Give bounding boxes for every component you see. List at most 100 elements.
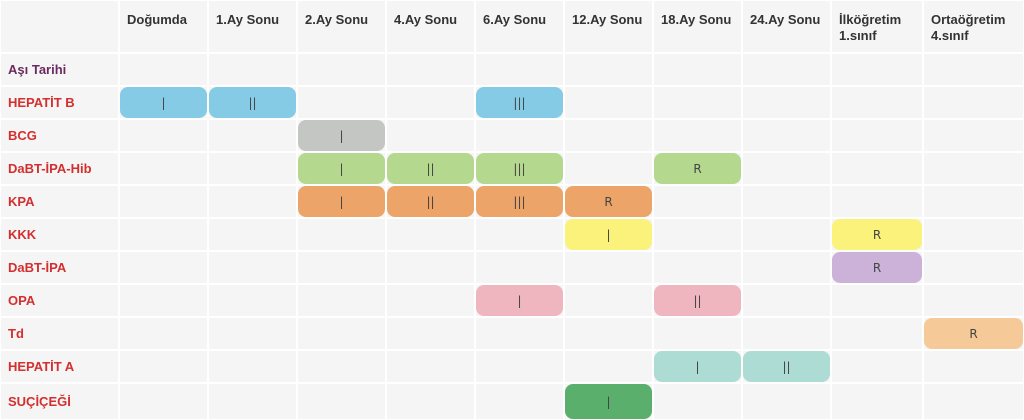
grid-cell (298, 252, 385, 283)
grid-cell (743, 384, 830, 419)
grid-cell (565, 252, 652, 283)
header-cell (743, 1, 830, 52)
grid-cell (565, 153, 652, 184)
dose-pill: R (832, 252, 922, 283)
grid-cell (832, 54, 922, 85)
dose-pill: | (298, 153, 385, 184)
header-cell (1, 1, 118, 52)
dose-pill: ||| (476, 186, 563, 217)
vaccine-name: HEPATİT A (8, 359, 75, 374)
grid-cell (743, 219, 830, 250)
grid-cell (565, 120, 652, 151)
grid-cell (298, 384, 385, 419)
vaccine-name: KPA (8, 194, 35, 209)
grid-cell (387, 252, 474, 283)
grid-cell (120, 285, 207, 316)
grid-cell (924, 384, 1023, 419)
dose-pill: || (209, 87, 296, 118)
grid-cell (565, 87, 652, 118)
grid-cell (298, 318, 385, 349)
grid-cell (120, 186, 207, 217)
grid-cell (565, 351, 652, 382)
grid-cell (387, 120, 474, 151)
grid-cell (1, 87, 118, 118)
grid-cell (924, 153, 1023, 184)
dose-pill: ||| (476, 153, 563, 184)
grid-cell (387, 54, 474, 85)
grid-cell (924, 219, 1023, 250)
header-cell (209, 1, 296, 52)
dose-pill: || (387, 153, 474, 184)
grid-cell (476, 219, 563, 250)
grid-cell (832, 285, 922, 316)
grid-cell (743, 120, 830, 151)
vaccine-name: OPA (8, 293, 36, 308)
grid-cell (298, 285, 385, 316)
grid-cell (120, 54, 207, 85)
grid-cell (209, 54, 296, 85)
grid-cell (832, 318, 922, 349)
grid-cell (298, 87, 385, 118)
grid-cell (120, 351, 207, 382)
grid-cell (1, 54, 118, 85)
dose-pill: || (387, 186, 474, 217)
grid-cell (209, 153, 296, 184)
dose-pill: | (654, 351, 741, 382)
header-cell (832, 1, 922, 52)
grid-cell (1, 318, 118, 349)
grid-cell (743, 153, 830, 184)
grid-cell (924, 351, 1023, 382)
column-header: 6.Ay Sonu (483, 12, 547, 27)
header-cell (120, 1, 207, 52)
row-label-date: Aşı Tarihi (8, 62, 67, 77)
dose-pill: | (120, 87, 207, 118)
grid-cell (743, 87, 830, 118)
grid-cell (476, 120, 563, 151)
column-header: 12.Ay Sonu (572, 12, 643, 27)
grid-cell (209, 318, 296, 349)
dose-pill: | (476, 285, 563, 316)
dose-pill: || (743, 351, 830, 382)
header-cell (654, 1, 741, 52)
grid-cell (209, 384, 296, 419)
grid-cell (120, 384, 207, 419)
header-cell (387, 1, 474, 52)
column-header: 4.Ay Sonu (394, 12, 458, 27)
grid-cell (120, 318, 207, 349)
vaccine-name: HEPATİT B (8, 95, 75, 110)
grid-cell (1, 384, 118, 419)
grid-cell (387, 285, 474, 316)
grid-cell (476, 54, 563, 85)
grid-cell (120, 252, 207, 283)
dose-pill: R (654, 153, 741, 184)
dose-pill: R (924, 318, 1023, 349)
grid-cell (832, 384, 922, 419)
grid-cell (1, 186, 118, 217)
grid-cell (654, 318, 741, 349)
grid-cell (832, 87, 922, 118)
grid-cell (1, 351, 118, 382)
vaccine-name: DaBT-İPA-Hib (8, 161, 92, 176)
grid-cell (120, 219, 207, 250)
grid-cell (654, 384, 741, 419)
grid-cell (209, 120, 296, 151)
grid-cell (654, 87, 741, 118)
vaccine-name: DaBT-İPA (8, 260, 67, 275)
grid-cell (565, 318, 652, 349)
dose-pill: || (654, 285, 741, 316)
grid-cell (1, 120, 118, 151)
grid-cell (476, 351, 563, 382)
header-cell (565, 1, 652, 52)
grid-cell (387, 351, 474, 382)
grid-cell (209, 186, 296, 217)
grid-cell (743, 285, 830, 316)
grid-cell (654, 120, 741, 151)
grid-cell (298, 351, 385, 382)
grid-cell (209, 351, 296, 382)
grid-cell (1, 285, 118, 316)
grid-cell (387, 318, 474, 349)
grid-cell (654, 219, 741, 250)
grid-cell (120, 120, 207, 151)
grid-cell (387, 87, 474, 118)
